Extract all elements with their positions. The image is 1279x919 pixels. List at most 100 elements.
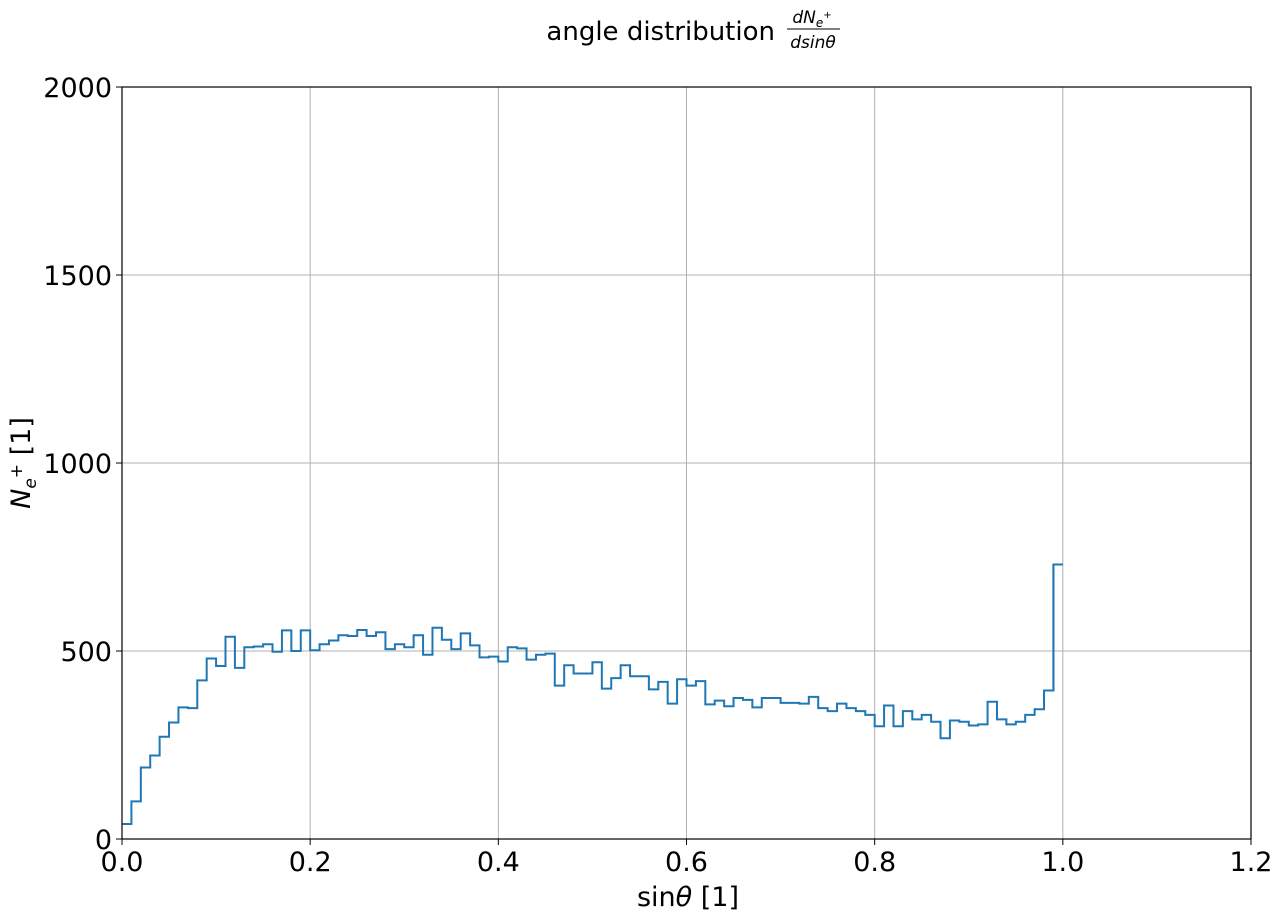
x-tick-label: 0.6 xyxy=(665,847,708,878)
histogram-bin xyxy=(668,704,677,839)
histogram-bin xyxy=(555,686,564,839)
histogram-bin xyxy=(122,824,131,839)
histogram-bin xyxy=(310,650,319,839)
histogram-bin xyxy=(941,738,950,839)
histogram-bin xyxy=(752,707,761,839)
histogram-bin xyxy=(574,674,583,839)
histogram-bin xyxy=(160,737,169,839)
chart-title: angle distribution dNe+ dsinθ xyxy=(546,8,840,53)
y-axis-label: Ne+ [1] xyxy=(6,417,41,509)
histogram-bin xyxy=(639,676,648,839)
histogram-bin xyxy=(423,655,432,839)
y-tick-label: 0 xyxy=(95,825,112,856)
y-tick-label: 1000 xyxy=(43,449,112,480)
histogram-bin xyxy=(687,686,696,839)
histogram-bin xyxy=(225,637,234,839)
histogram-bin xyxy=(131,801,140,839)
histogram-bin xyxy=(781,703,790,839)
histogram-bin xyxy=(329,640,338,839)
histogram-bin xyxy=(404,647,413,839)
histogram-bin xyxy=(630,676,639,839)
histogram-bin xyxy=(414,635,423,839)
histogram-bin xyxy=(922,715,931,839)
histogram-bin xyxy=(254,646,263,839)
chart-title-denominator: dsinθ xyxy=(790,33,836,53)
x-tick-label: 0.0 xyxy=(101,847,144,878)
histogram-bin xyxy=(1035,709,1044,839)
histogram-bin xyxy=(385,649,394,839)
histogram-bin xyxy=(724,706,733,839)
x-tick-label: 0.4 xyxy=(477,847,520,878)
histogram-bin xyxy=(762,698,771,839)
histogram-bin xyxy=(480,657,489,839)
histogram-bin xyxy=(461,633,470,839)
chart-title-text: angle distribution xyxy=(546,17,775,47)
histogram-bin xyxy=(997,719,1006,839)
histogram-bin xyxy=(564,665,573,839)
histogram-bin xyxy=(489,657,498,839)
x-axis-ticks: 0.0 0.2 0.4 0.6 0.8 1.0 1.2 xyxy=(101,839,1272,878)
histogram-bin xyxy=(865,715,874,839)
histogram-bin xyxy=(1006,724,1015,839)
histogram-bin xyxy=(498,662,507,839)
histogram-bin xyxy=(536,655,545,839)
histogram-bin xyxy=(197,680,206,839)
histogram-bin xyxy=(649,689,658,839)
histogram-bin xyxy=(903,711,912,839)
histogram-bin xyxy=(931,722,940,839)
x-tick-label: 1.0 xyxy=(1041,847,1084,878)
histogram-bin xyxy=(376,632,385,839)
histogram-bin xyxy=(969,725,978,839)
histogram-bin xyxy=(141,768,150,839)
histogram-bin xyxy=(367,636,376,839)
histogram-bin xyxy=(244,647,253,839)
histogram-bin xyxy=(621,665,630,839)
histogram-bin xyxy=(216,666,225,839)
x-axis-label: sinθ [1] xyxy=(637,882,739,913)
histogram-bin xyxy=(611,678,620,839)
histogram-bin xyxy=(592,662,601,839)
histogram-bin xyxy=(1016,722,1025,839)
histogram-bin xyxy=(846,708,855,839)
histogram-bin xyxy=(715,701,724,839)
histogram-bin xyxy=(583,674,592,839)
histogram-bin xyxy=(771,698,780,839)
histogram-bin xyxy=(235,668,244,839)
histogram-bin xyxy=(875,726,884,839)
histogram-bin xyxy=(818,708,827,839)
histogram-bin xyxy=(1044,690,1053,839)
histogram-bin xyxy=(517,648,526,839)
chart-title-numerator: dNe+ xyxy=(792,8,831,30)
y-axis-ticks: 0 500 1000 1500 2000 xyxy=(43,73,122,856)
histogram-bin xyxy=(658,682,667,839)
histogram-bin xyxy=(828,711,837,839)
histogram-bin xyxy=(188,708,197,839)
histogram-bin xyxy=(338,635,347,839)
y-tick-label: 2000 xyxy=(43,73,112,104)
histogram-bin xyxy=(291,651,300,839)
histogram-bin xyxy=(743,700,752,839)
histogram-bin xyxy=(856,711,865,839)
histogram-bin xyxy=(263,644,272,839)
histogram-bin xyxy=(978,724,987,839)
histogram-bin xyxy=(527,660,536,839)
histogram-bin xyxy=(1053,565,1062,839)
histogram-bin xyxy=(696,681,705,839)
histogram-bin xyxy=(790,703,799,839)
y-tick-label: 1500 xyxy=(43,261,112,292)
histogram-bin xyxy=(348,636,357,839)
histogram-bin xyxy=(508,647,517,839)
x-tick-label: 0.2 xyxy=(289,847,332,878)
histogram-bin xyxy=(545,654,554,839)
histogram-bin xyxy=(207,659,216,839)
histogram-bin xyxy=(432,628,441,839)
histogram-bin xyxy=(837,704,846,839)
x-tick-label: 0.8 xyxy=(853,847,896,878)
histogram-bin xyxy=(809,697,818,839)
histogram-bin xyxy=(959,722,968,839)
histogram-step-line xyxy=(122,563,1063,825)
histogram-bin xyxy=(395,644,404,839)
histogram-bin xyxy=(884,706,893,839)
histogram-bin xyxy=(912,719,921,839)
